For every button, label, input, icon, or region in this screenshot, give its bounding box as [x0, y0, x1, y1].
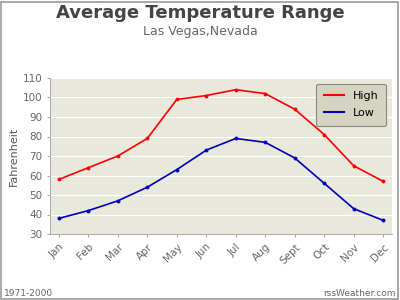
Legend: High, Low: High, Low	[316, 84, 386, 126]
Text: Average Temperature Range: Average Temperature Range	[56, 4, 344, 22]
Y-axis label: Fahrenheit: Fahrenheit	[8, 126, 18, 186]
Text: 1971-2000: 1971-2000	[4, 290, 53, 298]
Text: Las Vegas,Nevada: Las Vegas,Nevada	[143, 26, 257, 38]
Text: rssWeather.com: rssWeather.com	[324, 290, 396, 298]
